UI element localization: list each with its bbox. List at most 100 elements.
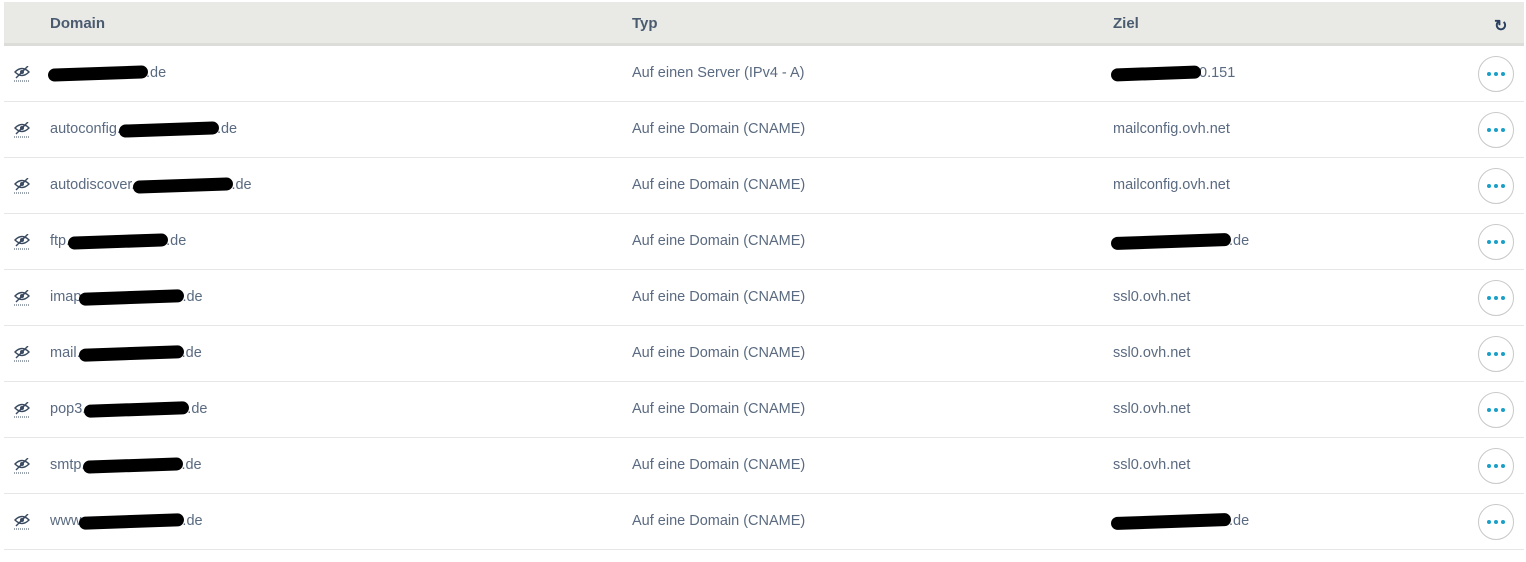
target-suffix: .de — [1229, 233, 1250, 249]
domain-prefix: autoconfig. — [50, 121, 121, 137]
type-cell: Auf eine Domain (CNAME) — [632, 289, 806, 305]
target-cell: ssl0.ovh.net — [1113, 401, 1190, 417]
dot — [1494, 352, 1498, 356]
eye-slash-icon[interactable] — [13, 122, 31, 138]
domain-suffix: .de — [146, 65, 167, 81]
dot — [1501, 72, 1505, 76]
target-cell: mailconfig.ovh.net — [1113, 177, 1230, 193]
dot — [1487, 184, 1491, 188]
more-actions-button[interactable] — [1478, 392, 1514, 428]
type-cell: Auf eine Domain (CNAME) — [632, 345, 806, 361]
domain-suffix: .de — [187, 401, 208, 417]
eye-slash-icon[interactable] — [13, 458, 31, 474]
domain-prefix: www — [50, 513, 82, 529]
dot — [1487, 408, 1491, 412]
dot — [1494, 464, 1498, 468]
dot — [1494, 240, 1498, 244]
redaction — [1110, 512, 1232, 530]
redaction — [79, 512, 185, 530]
domain-cell: .de — [47, 64, 167, 82]
refresh-icon[interactable]: ↻ — [1494, 18, 1508, 35]
redaction — [1110, 65, 1202, 82]
dot — [1494, 520, 1498, 524]
table-row: autoconfig. .de Auf eine Domain (CNAME) m… — [4, 102, 1524, 158]
redaction — [67, 232, 169, 250]
domain-prefix: smtp. — [50, 457, 86, 473]
dot — [1501, 296, 1505, 300]
column-header-domain[interactable]: Domain — [50, 15, 106, 32]
redaction — [1110, 232, 1232, 250]
dot — [1501, 128, 1505, 132]
domain-prefix: mail. — [50, 345, 81, 361]
redaction — [47, 64, 149, 82]
target-prefix: ssl0.ovh.net — [1113, 457, 1191, 473]
redaction — [84, 400, 190, 418]
more-actions-button[interactable] — [1478, 336, 1514, 372]
domain-cell: smtp. .de — [50, 456, 202, 474]
dot — [1494, 128, 1498, 132]
type-cell: Auf eine Domain (CNAME) — [632, 121, 806, 137]
table-header: Domain Typ Ziel ↻ — [4, 2, 1524, 46]
eye-slash-icon[interactable] — [13, 178, 31, 194]
dot — [1501, 408, 1505, 412]
dot — [1487, 296, 1491, 300]
target-prefix: ssl0.ovh.net — [1113, 401, 1191, 417]
eye-slash-icon[interactable] — [13, 66, 31, 82]
column-header-target[interactable]: Ziel — [1113, 15, 1139, 32]
table-row: imap .de Auf eine Domain (CNAME) ssl0.ovh… — [4, 270, 1524, 326]
target-cell: ssl0.ovh.net — [1113, 457, 1190, 473]
dot — [1487, 464, 1491, 468]
dot — [1494, 408, 1498, 412]
target-prefix: ssl0.ovh.net — [1113, 289, 1191, 305]
column-header-type[interactable]: Typ — [632, 15, 658, 32]
dot — [1487, 240, 1491, 244]
domain-cell: autoconfig. .de — [50, 120, 238, 138]
type-cell: Auf eine Domain (CNAME) — [632, 401, 806, 417]
dot — [1494, 72, 1498, 76]
more-actions-button[interactable] — [1478, 224, 1514, 260]
table-row: ftp. .de Auf eine Domain (CNAME) .de — [4, 214, 1524, 270]
target-prefix: ssl0.ovh.net — [1113, 345, 1191, 361]
domain-suffix: .de — [182, 289, 203, 305]
table-row: smtp. .de Auf eine Domain (CNAME) ssl0.ov… — [4, 438, 1524, 494]
eye-slash-icon[interactable] — [13, 514, 31, 530]
dot — [1487, 520, 1491, 524]
domain-suffix: .de — [182, 513, 203, 529]
type-cell: Auf eine Domain (CNAME) — [632, 513, 806, 529]
dot — [1494, 184, 1498, 188]
dns-records-table: Domain Typ Ziel ↻ .de Auf einen Server (… — [4, 2, 1524, 550]
type-cell: Auf eine Domain (CNAME) — [632, 233, 806, 249]
domain-suffix: .de — [181, 345, 202, 361]
table-row: pop3. .de Auf eine Domain (CNAME) ssl0.ov… — [4, 382, 1524, 438]
target-cell: ssl0.ovh.net — [1113, 289, 1190, 305]
eye-slash-icon[interactable] — [13, 346, 31, 362]
dot — [1487, 128, 1491, 132]
target-cell: ssl0.ovh.net — [1113, 345, 1190, 361]
redaction — [133, 176, 234, 194]
table-row: mail. .de Auf eine Domain (CNAME) ssl0.ov… — [4, 326, 1524, 382]
dot — [1487, 352, 1491, 356]
eye-slash-icon[interactable] — [13, 290, 31, 306]
redaction — [78, 344, 184, 362]
target-suffix: .de — [1229, 513, 1250, 529]
domain-prefix: imap — [50, 289, 82, 305]
more-actions-button[interactable] — [1478, 280, 1514, 316]
domain-cell: imap .de — [50, 288, 203, 306]
domain-suffix: .de — [216, 121, 238, 137]
table-row: www .de Auf eine Domain (CNAME) .de — [4, 494, 1524, 550]
eye-slash-icon[interactable] — [13, 402, 31, 418]
more-actions-button[interactable] — [1478, 56, 1514, 92]
dot — [1501, 184, 1505, 188]
target-prefix: mailconfig.ovh.net — [1113, 121, 1230, 137]
eye-slash-icon[interactable] — [13, 234, 31, 250]
target-suffix: 0.151 — [1199, 65, 1236, 81]
type-cell: Auf einen Server (IPv4 - A) — [632, 65, 805, 81]
target-cell: .de — [1110, 232, 1250, 250]
more-actions-button[interactable] — [1478, 504, 1514, 540]
domain-suffix: .de — [181, 457, 202, 473]
table-row: autodiscover. .de Auf eine Domain (CNAME)… — [4, 158, 1524, 214]
more-actions-button[interactable] — [1478, 168, 1514, 204]
more-actions-button[interactable] — [1478, 112, 1514, 148]
domain-prefix: pop3. — [50, 401, 87, 417]
more-actions-button[interactable] — [1478, 448, 1514, 484]
